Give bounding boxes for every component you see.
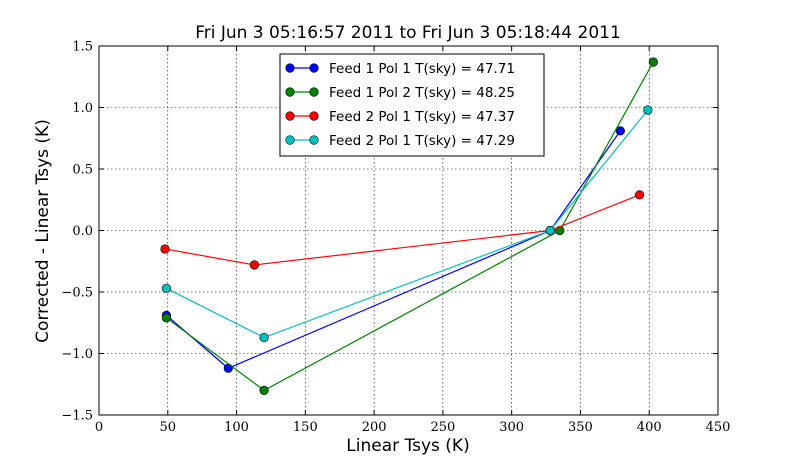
x-tick-label: 350 <box>568 420 593 435</box>
chart-title: Fri Jun 3 05:16:57 2011 to Fri Jun 3 05:… <box>195 23 621 43</box>
data-point <box>643 105 653 115</box>
legend-entry: Feed 1 Pol 2 T(sky) = 48.25 <box>285 85 515 101</box>
y-tick-label: −1.0 <box>61 347 93 362</box>
legend-label: Feed 2 Pol 1 T(sky) = 47.37 <box>329 109 515 125</box>
x-tick-label: 400 <box>637 420 662 435</box>
legend-marker <box>309 63 319 73</box>
series-line <box>166 109 649 339</box>
y-axis-label: Corrected - Linear Tsys (K) <box>33 119 53 343</box>
legend-entry: Feed 1 Pol 1 T(sky) = 47.71 <box>285 61 515 77</box>
series-line <box>166 61 654 392</box>
x-axis-label: Linear Tsys (K) <box>346 436 469 456</box>
legend: Feed 1 Pol 1 T(sky) = 47.71 Feed 1 Pol 2 … <box>279 53 545 157</box>
legend-entry: Feed 2 Pol 1 T(sky) = 47.29 <box>285 133 515 149</box>
legend-marker <box>285 63 295 73</box>
legend-marker <box>309 111 319 121</box>
legend-label: Feed 2 Pol 1 T(sky) = 47.29 <box>329 133 515 149</box>
legend-box <box>279 53 545 157</box>
series-3 <box>160 190 645 270</box>
data-point <box>249 260 260 270</box>
data-point <box>648 57 658 67</box>
data-point <box>161 283 172 293</box>
legend-marker <box>309 87 319 97</box>
data-point <box>634 190 645 200</box>
series-2 <box>161 57 658 396</box>
x-tick-label: 200 <box>362 420 387 435</box>
data-point <box>545 225 555 236</box>
data-point <box>223 363 233 373</box>
data-point <box>259 385 269 396</box>
y-tick-label: 0.5 <box>72 163 93 178</box>
y-tick-label: 0.0 <box>72 224 93 239</box>
legend-entries: Feed 1 Pol 1 T(sky) = 47.71 Feed 1 Pol 2 … <box>285 61 515 149</box>
axis-ticks <box>98 45 719 416</box>
x-tick-label: 150 <box>293 420 318 435</box>
y-tick-label: 1.5 <box>72 40 93 55</box>
data-point <box>615 126 625 136</box>
series-line <box>164 194 640 266</box>
y-tick-label: −1.5 <box>61 409 93 424</box>
y-tick-label: −0.5 <box>61 286 93 301</box>
x-tick-label: 300 <box>499 420 524 435</box>
x-tick-label: 0 <box>95 420 103 435</box>
series-4 <box>161 105 653 343</box>
tick-labels: 0 50 100 150 200 250 300 350 400 450 −1.5 −1.0 −0.5 0… <box>61 40 730 436</box>
series-line <box>166 130 621 369</box>
series-1 <box>161 126 625 373</box>
data-point <box>160 244 170 254</box>
legend-label: Feed 1 Pol 1 T(sky) = 47.71 <box>329 61 515 77</box>
legend-marker <box>285 135 295 145</box>
legend-marker <box>309 135 319 145</box>
data-point <box>259 332 269 343</box>
x-tick-label: 100 <box>224 420 249 435</box>
legend-label: Feed 1 Pol 2 T(sky) = 48.25 <box>329 85 515 101</box>
legend-marker <box>285 111 295 121</box>
data-point <box>161 313 172 323</box>
legend-entry: Feed 2 Pol 1 T(sky) = 47.37 <box>285 109 515 125</box>
y-tick-label: 1.0 <box>72 101 93 116</box>
x-tick-label: 450 <box>706 420 731 435</box>
x-tick-label: 250 <box>430 420 455 435</box>
series-layer <box>160 57 658 396</box>
legend-marker <box>285 87 295 97</box>
x-tick-label: 50 <box>160 420 177 435</box>
